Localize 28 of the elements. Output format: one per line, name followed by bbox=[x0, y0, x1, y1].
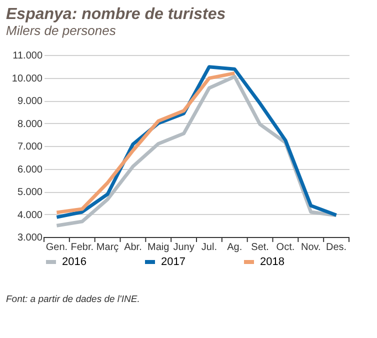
x-tick-label: Abr. bbox=[124, 242, 142, 253]
x-tick-label: Des. bbox=[326, 242, 347, 253]
y-tick-label: 3.000 bbox=[17, 232, 43, 244]
x-tick-label: Gen. bbox=[46, 242, 68, 253]
legend-label: 2018 bbox=[260, 256, 284, 268]
x-tick-label: Ag. bbox=[227, 242, 242, 253]
legend-label: 2017 bbox=[161, 256, 186, 268]
line-series bbox=[54, 71, 236, 214]
x-tick-label: Febr. bbox=[70, 242, 94, 253]
x-tick-label: Maig bbox=[148, 242, 170, 253]
x-tick-label: Març bbox=[96, 242, 119, 253]
y-tick-label: 11.000 bbox=[12, 50, 43, 62]
chart-title: Espanya: nombre de turistes bbox=[6, 6, 226, 23]
x-tick-label: Jul. bbox=[201, 242, 217, 253]
x-tick-label: Juny bbox=[173, 242, 194, 253]
x-tick-label: Nov. bbox=[300, 242, 321, 253]
text: Font: a partir de dades de l'INE. bbox=[6, 294, 140, 305]
x-tick-label: Oct. bbox=[276, 242, 295, 253]
y-tick-label: 10.000 bbox=[12, 73, 43, 84]
y-tick-label: 7.000 bbox=[17, 142, 43, 152]
y-tick-label: 6.000 bbox=[17, 164, 43, 176]
y-tick-label: 5.000 bbox=[17, 187, 43, 198]
y-tick-label: 9.000 bbox=[17, 96, 43, 107]
legend-label: 2016 bbox=[62, 256, 86, 268]
chart-subtitle: Milers de persones bbox=[6, 23, 116, 38]
y-tick-label: 4.000 bbox=[17, 210, 43, 221]
y-tick-label: 8.000 bbox=[17, 118, 43, 130]
x-tick-label: Set. bbox=[251, 242, 269, 253]
